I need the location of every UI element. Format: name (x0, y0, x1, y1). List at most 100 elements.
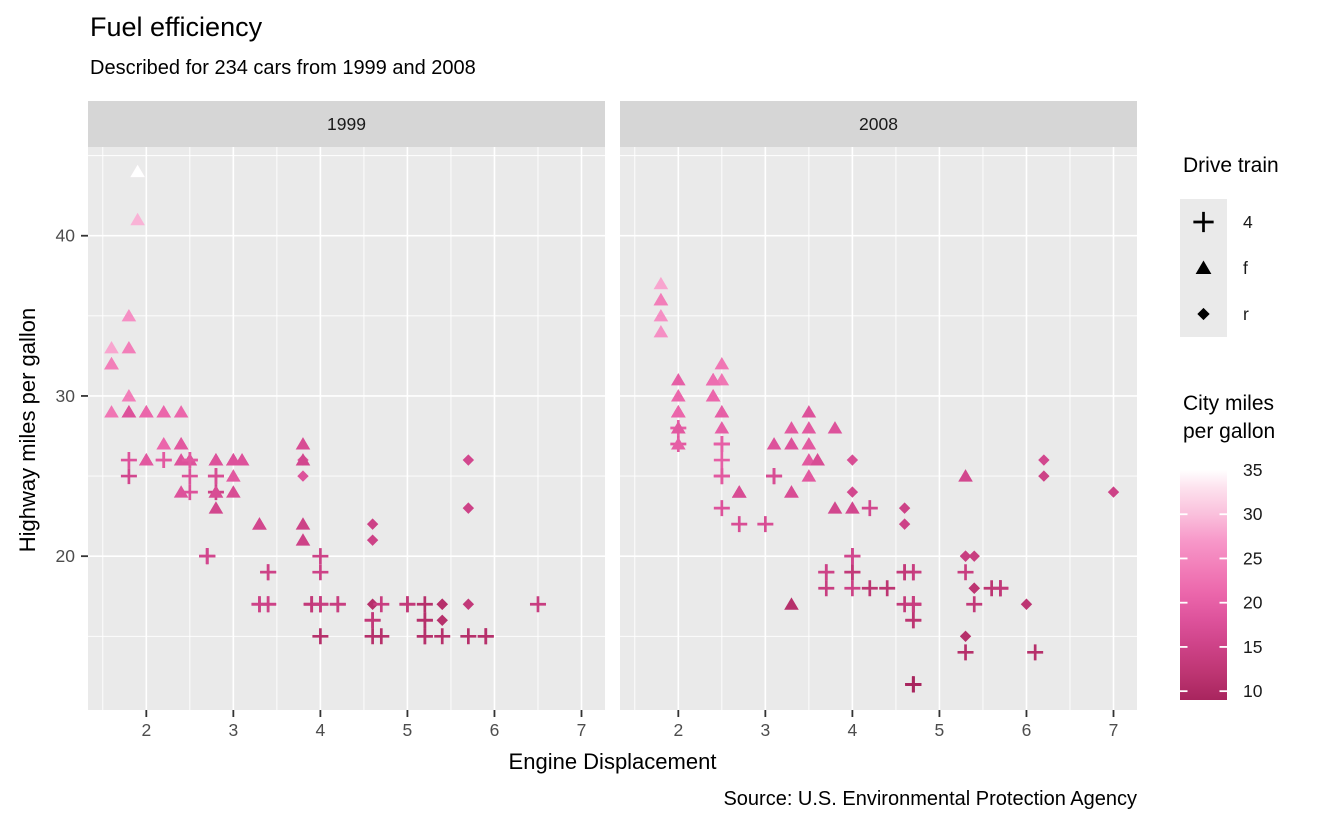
data-point (173, 437, 189, 450)
data-point (312, 596, 329, 613)
data-point (295, 437, 311, 450)
data-point (966, 596, 983, 613)
color-legend-title-line1: City miles (1183, 392, 1275, 415)
data-point (121, 340, 137, 354)
data-point (295, 533, 311, 546)
data-point (958, 469, 973, 482)
data-point (905, 676, 922, 693)
data-point (1038, 454, 1050, 466)
x-tick-label: 6 (490, 720, 500, 740)
data-point (845, 501, 860, 514)
data-point (810, 453, 825, 466)
data-point (295, 517, 311, 530)
colorbar-tick-label: 25 (1243, 548, 1262, 568)
data-point (104, 357, 119, 370)
data-point (898, 502, 911, 514)
data-point (226, 485, 241, 498)
drive-train-legend: 4 f r (1180, 199, 1253, 337)
facet-panel-2008: 2008 2 3 4 5 6 7 (620, 101, 1137, 740)
data-point (731, 485, 747, 498)
data-point (436, 598, 448, 610)
x-tick-label: 4 (316, 720, 326, 740)
x-tick-label: 5 (935, 720, 945, 740)
data-point (252, 517, 267, 530)
data-point (399, 596, 416, 613)
data-point (173, 405, 189, 418)
data-point (879, 580, 896, 597)
drive-train-legend-title: Drive train (1183, 154, 1279, 177)
data-point (846, 454, 859, 466)
diamond-marker (1197, 307, 1210, 321)
x-axis-title: Engine Displacement (508, 749, 717, 774)
data-point (297, 470, 309, 482)
data-point (364, 612, 381, 629)
data-point (416, 612, 433, 629)
data-point (373, 628, 390, 645)
data-point (992, 580, 1009, 597)
data-point (208, 453, 224, 466)
data-point (208, 501, 224, 514)
data-point (801, 421, 817, 434)
colorbar-legend: 10 15 20 25 30 35 (1180, 460, 1263, 701)
data-point (416, 596, 433, 613)
data-point (713, 468, 730, 485)
data-point (653, 292, 669, 306)
data-point (312, 564, 329, 581)
data-point (260, 564, 277, 581)
data-point (139, 453, 154, 466)
chart-subtitle: Described for 234 cars from 1999 and 200… (90, 57, 476, 79)
data-points-2008 (653, 276, 1120, 693)
data-point (416, 628, 433, 645)
data-point (844, 564, 861, 581)
y-tick-label: 40 (56, 226, 76, 246)
colorbar-tick-label: 30 (1243, 504, 1263, 524)
data-point (120, 452, 137, 469)
data-point (462, 598, 475, 610)
data-point (366, 534, 379, 546)
data-point (766, 437, 782, 450)
facet-strip (620, 101, 1137, 147)
x-tick-label: 6 (1022, 720, 1032, 740)
x-tick-label: 4 (848, 720, 858, 740)
facet-strip-label: 1999 (327, 114, 366, 134)
data-point (801, 437, 817, 450)
data-point (844, 548, 861, 565)
data-point (705, 373, 721, 386)
facet-panel-1999: 1999 2 3 4 5 6 7 (88, 101, 605, 740)
x-tick-label: 2 (141, 720, 151, 740)
data-point (366, 518, 379, 530)
data-point (477, 628, 494, 645)
legend-entry-label: r (1243, 304, 1249, 324)
data-point (827, 501, 843, 514)
data-point (181, 484, 198, 501)
data-point (226, 469, 241, 482)
data-point (208, 485, 224, 498)
y-axis-title: Highway miles per gallon (15, 307, 40, 553)
data-point (827, 421, 843, 434)
data-point (155, 452, 172, 469)
data-point (896, 564, 913, 581)
data-point (366, 598, 379, 610)
data-point (784, 437, 799, 450)
data-point (173, 485, 189, 498)
data-point (898, 518, 911, 530)
data-point (1020, 598, 1033, 610)
data-point (295, 453, 311, 466)
data-point (846, 486, 859, 498)
colorbar-tick-label: 15 (1243, 637, 1262, 657)
data-point (312, 548, 329, 565)
data-point (844, 580, 861, 597)
data-point (226, 453, 241, 466)
data-point (130, 164, 145, 178)
x-tick-label: 3 (760, 720, 770, 740)
colorbar-gradient (1180, 470, 1227, 700)
data-points-1999 (104, 164, 546, 645)
x-tick-label: 7 (577, 720, 587, 740)
x-tick-label: 7 (1109, 720, 1119, 740)
data-point (156, 437, 172, 450)
y-tick-label: 30 (56, 386, 76, 406)
data-point (713, 452, 730, 469)
data-point (653, 324, 669, 338)
data-point (181, 468, 198, 485)
